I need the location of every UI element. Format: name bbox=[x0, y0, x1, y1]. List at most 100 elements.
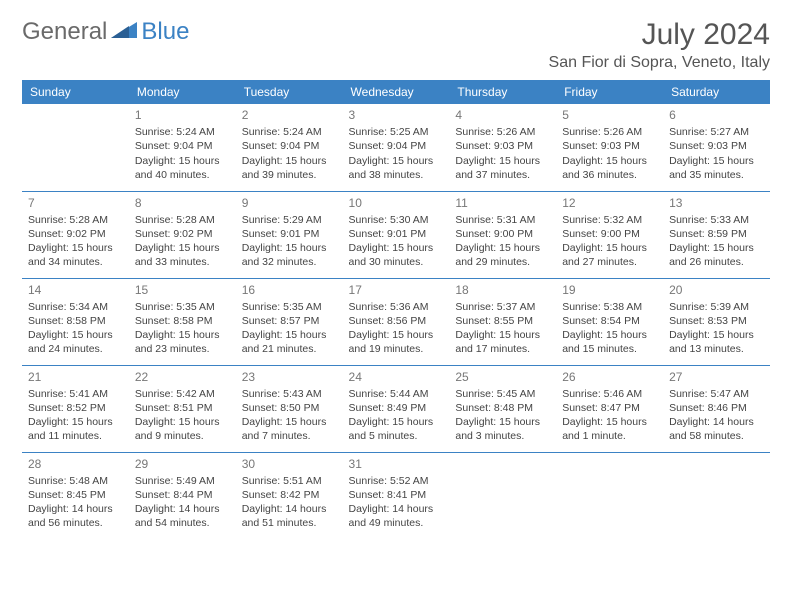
calendar-cell: 8Sunrise: 5:28 AMSunset: 9:02 PMDaylight… bbox=[129, 191, 236, 278]
day-number: 2 bbox=[242, 107, 337, 123]
sunrise-text: Sunrise: 5:35 AM bbox=[135, 300, 230, 314]
calendar-cell: 23Sunrise: 5:43 AMSunset: 8:50 PMDayligh… bbox=[236, 365, 343, 452]
daylight-text: Daylight: 14 hours and 49 minutes. bbox=[349, 502, 444, 530]
sunrise-text: Sunrise: 5:28 AM bbox=[28, 213, 123, 227]
weekday-thursday: Thursday bbox=[449, 80, 556, 104]
day-number: 28 bbox=[28, 456, 123, 472]
sunset-text: Sunset: 8:42 PM bbox=[242, 488, 337, 502]
calendar-cell: 25Sunrise: 5:45 AMSunset: 8:48 PMDayligh… bbox=[449, 365, 556, 452]
month-title: July 2024 bbox=[549, 18, 770, 52]
daylight-text: Daylight: 15 hours and 30 minutes. bbox=[349, 241, 444, 269]
header: General Blue July 2024 San Fior di Sopra… bbox=[22, 18, 770, 72]
sunset-text: Sunset: 8:45 PM bbox=[28, 488, 123, 502]
day-number: 18 bbox=[455, 282, 550, 298]
sunrise-text: Sunrise: 5:39 AM bbox=[669, 300, 764, 314]
calendar-row: 28Sunrise: 5:48 AMSunset: 8:45 PMDayligh… bbox=[22, 452, 770, 539]
sunrise-text: Sunrise: 5:44 AM bbox=[349, 387, 444, 401]
sunset-text: Sunset: 9:00 PM bbox=[455, 227, 550, 241]
daylight-text: Daylight: 15 hours and 15 minutes. bbox=[562, 328, 657, 356]
calendar-cell: 5 Sunrise: 5:26 AMSunset: 9:03 PMDaylight… bbox=[556, 104, 663, 191]
day-number: 29 bbox=[135, 456, 230, 472]
daylight-text: Daylight: 15 hours and 37 minutes. bbox=[455, 154, 550, 182]
sunset-text: Sunset: 8:56 PM bbox=[349, 314, 444, 328]
sunset-text: Sunset: 8:54 PM bbox=[562, 314, 657, 328]
calendar-cell: 7Sunrise: 5:28 AMSunset: 9:02 PMDaylight… bbox=[22, 191, 129, 278]
sunrise-text: Sunrise: 5:30 AM bbox=[349, 213, 444, 227]
sunrise-text: Sunrise: 5:29 AM bbox=[242, 213, 337, 227]
daylight-text: Daylight: 15 hours and 7 minutes. bbox=[242, 415, 337, 443]
sunrise-text: Sunrise: 5:26 AM bbox=[562, 125, 657, 139]
sunset-text: Sunset: 9:03 PM bbox=[669, 139, 764, 153]
daylight-text: Daylight: 15 hours and 32 minutes. bbox=[242, 241, 337, 269]
calendar-cell: 16Sunrise: 5:35 AMSunset: 8:57 PMDayligh… bbox=[236, 278, 343, 365]
sunset-text: Sunset: 9:03 PM bbox=[562, 139, 657, 153]
calendar-cell: 1Sunrise: 5:24 AMSunset: 9:04 PMDaylight… bbox=[129, 104, 236, 191]
day-number: 26 bbox=[562, 369, 657, 385]
daylight-text: Daylight: 15 hours and 36 minutes. bbox=[562, 154, 657, 182]
sunset-text: Sunset: 9:02 PM bbox=[28, 227, 123, 241]
daylight-text: Daylight: 14 hours and 56 minutes. bbox=[28, 502, 123, 530]
sunset-text: Sunset: 8:52 PM bbox=[28, 401, 123, 415]
day-number: 25 bbox=[455, 369, 550, 385]
weekday-wednesday: Wednesday bbox=[343, 80, 450, 104]
sunrise-text: Sunrise: 5:38 AM bbox=[562, 300, 657, 314]
calendar-cell: 21Sunrise: 5:41 AMSunset: 8:52 PMDayligh… bbox=[22, 365, 129, 452]
sunset-text: Sunset: 8:53 PM bbox=[669, 314, 764, 328]
daylight-text: Daylight: 14 hours and 54 minutes. bbox=[135, 502, 230, 530]
daylight-text: Daylight: 15 hours and 35 minutes. bbox=[669, 154, 764, 182]
day-number: 21 bbox=[28, 369, 123, 385]
sunrise-text: Sunrise: 5:45 AM bbox=[455, 387, 550, 401]
weekday-sunday: Sunday bbox=[22, 80, 129, 104]
sunrise-text: Sunrise: 5:49 AM bbox=[135, 474, 230, 488]
calendar-cell: 22Sunrise: 5:42 AMSunset: 8:51 PMDayligh… bbox=[129, 365, 236, 452]
sunrise-text: Sunrise: 5:27 AM bbox=[669, 125, 764, 139]
day-number: 30 bbox=[242, 456, 337, 472]
daylight-text: Daylight: 15 hours and 3 minutes. bbox=[455, 415, 550, 443]
day-number: 11 bbox=[455, 195, 550, 211]
daylight-text: Daylight: 15 hours and 9 minutes. bbox=[135, 415, 230, 443]
sunset-text: Sunset: 8:55 PM bbox=[455, 314, 550, 328]
daylight-text: Daylight: 15 hours and 34 minutes. bbox=[28, 241, 123, 269]
sunrise-text: Sunrise: 5:33 AM bbox=[669, 213, 764, 227]
sunrise-text: Sunrise: 5:28 AM bbox=[135, 213, 230, 227]
day-number: 15 bbox=[135, 282, 230, 298]
calendar-cell: 15Sunrise: 5:35 AMSunset: 8:58 PMDayligh… bbox=[129, 278, 236, 365]
calendar-cell: 14Sunrise: 5:34 AMSunset: 8:58 PMDayligh… bbox=[22, 278, 129, 365]
day-number: 5 bbox=[562, 107, 657, 123]
sunset-text: Sunset: 8:51 PM bbox=[135, 401, 230, 415]
daylight-text: Daylight: 15 hours and 38 minutes. bbox=[349, 154, 444, 182]
day-number: 22 bbox=[135, 369, 230, 385]
calendar-cell: 6Sunrise: 5:27 AMSunset: 9:03 PMDaylight… bbox=[663, 104, 770, 191]
daylight-text: Daylight: 15 hours and 39 minutes. bbox=[242, 154, 337, 182]
weekday-header-row: Sunday Monday Tuesday Wednesday Thursday… bbox=[22, 80, 770, 104]
day-number: 27 bbox=[669, 369, 764, 385]
weekday-tuesday: Tuesday bbox=[236, 80, 343, 104]
logo-text-general: General bbox=[22, 18, 107, 46]
daylight-text: Daylight: 14 hours and 51 minutes. bbox=[242, 502, 337, 530]
day-number: 19 bbox=[562, 282, 657, 298]
daylight-text: Daylight: 15 hours and 27 minutes. bbox=[562, 241, 657, 269]
logo-triangle-icon bbox=[111, 20, 137, 45]
sunset-text: Sunset: 9:04 PM bbox=[349, 139, 444, 153]
calendar-cell: 17Sunrise: 5:36 AMSunset: 8:56 PMDayligh… bbox=[343, 278, 450, 365]
sunset-text: Sunset: 8:58 PM bbox=[28, 314, 123, 328]
sunrise-text: Sunrise: 5:47 AM bbox=[669, 387, 764, 401]
daylight-text: Daylight: 15 hours and 5 minutes. bbox=[349, 415, 444, 443]
sunset-text: Sunset: 9:04 PM bbox=[242, 139, 337, 153]
day-number: 24 bbox=[349, 369, 444, 385]
daylight-text: Daylight: 15 hours and 24 minutes. bbox=[28, 328, 123, 356]
location-text: San Fior di Sopra, Veneto, Italy bbox=[549, 54, 770, 72]
sunset-text: Sunset: 8:46 PM bbox=[669, 401, 764, 415]
daylight-text: Daylight: 15 hours and 26 minutes. bbox=[669, 241, 764, 269]
sunset-text: Sunset: 9:04 PM bbox=[135, 139, 230, 153]
day-number: 1 bbox=[135, 107, 230, 123]
calendar-cell: 12Sunrise: 5:32 AMSunset: 9:00 PMDayligh… bbox=[556, 191, 663, 278]
daylight-text: Daylight: 15 hours and 23 minutes. bbox=[135, 328, 230, 356]
calendar-cell bbox=[22, 104, 129, 191]
calendar-cell bbox=[556, 452, 663, 539]
calendar-cell: 28Sunrise: 5:48 AMSunset: 8:45 PMDayligh… bbox=[22, 452, 129, 539]
day-number: 10 bbox=[349, 195, 444, 211]
sunset-text: Sunset: 8:49 PM bbox=[349, 401, 444, 415]
sunrise-text: Sunrise: 5:26 AM bbox=[455, 125, 550, 139]
calendar-row: 21Sunrise: 5:41 AMSunset: 8:52 PMDayligh… bbox=[22, 365, 770, 452]
